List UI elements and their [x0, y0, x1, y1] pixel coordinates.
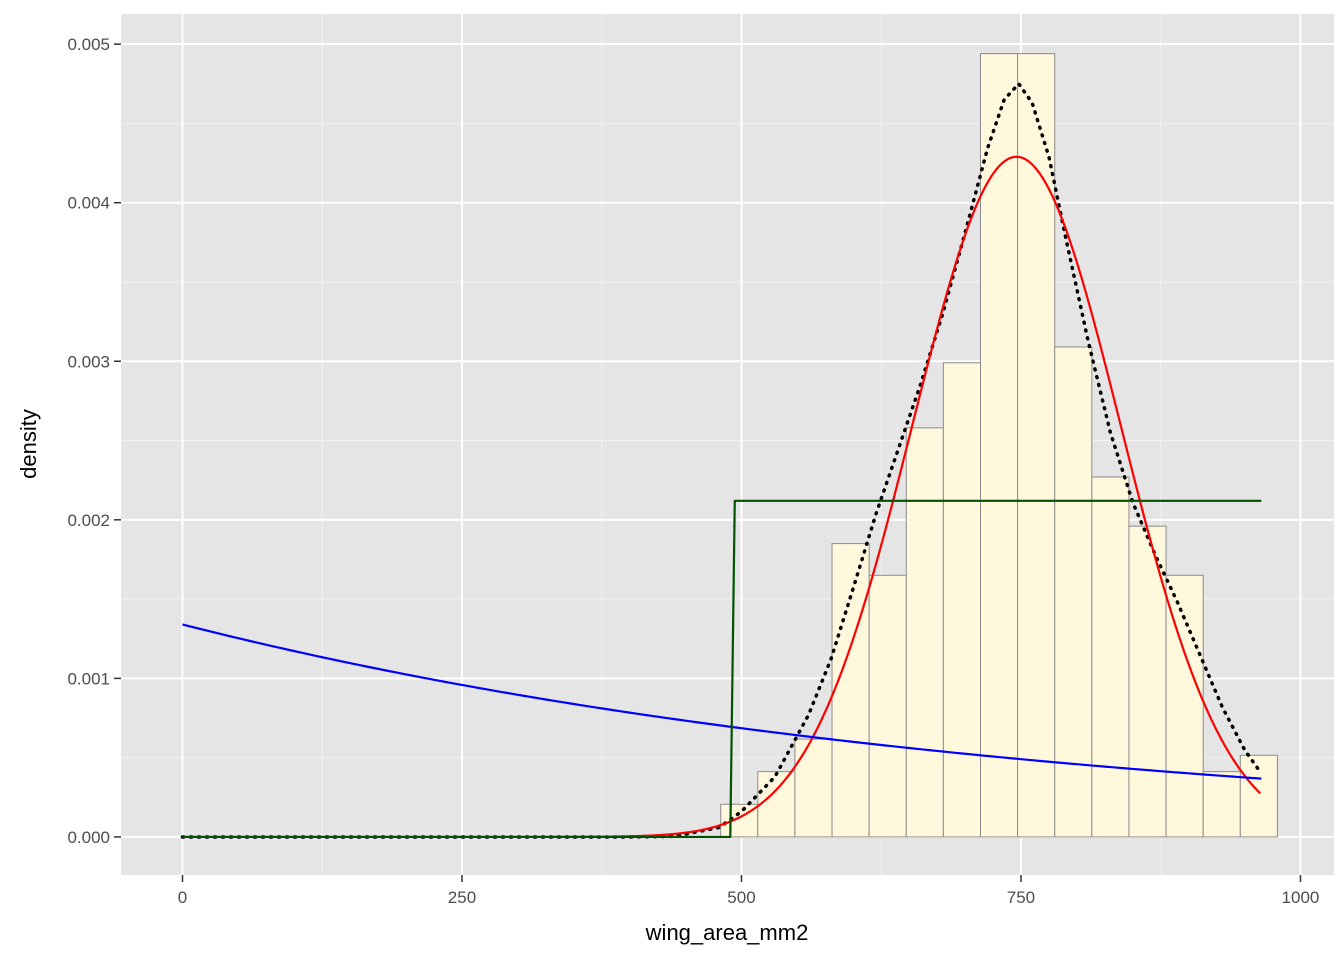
y-axis-title: density — [16, 409, 41, 479]
x-axis-title: wing_area_mm2 — [645, 920, 809, 945]
y-tick-label: 0.000 — [67, 828, 110, 847]
x-tick-label: 500 — [727, 888, 755, 907]
histogram-bar — [1054, 346, 1093, 838]
y-tick-label: 0.003 — [67, 352, 110, 371]
density-curves — [180, 82, 1264, 839]
histogram-bar — [757, 771, 796, 838]
x-tick-label: 1000 — [1282, 888, 1320, 907]
uniform-fit-line — [182, 499, 1262, 839]
y-axis: 0.000 0.001 0.002 0.003 0.004 0.005 — [67, 35, 121, 847]
x-axis: 0 250 500 750 1000 — [178, 875, 1320, 907]
histogram-bar — [1202, 771, 1241, 838]
histogram-bar — [979, 53, 1019, 838]
x-tick-label: 0 — [178, 888, 187, 907]
x-tick-label: 750 — [1007, 888, 1035, 907]
histogram-bar — [831, 543, 870, 838]
exponential-fit-curve — [182, 623, 1262, 780]
histogram-bars — [720, 53, 1278, 838]
x-tick-label: 250 — [448, 888, 476, 907]
histogram-bar — [1017, 53, 1056, 838]
histogram-bar — [905, 427, 944, 838]
y-tick-label: 0.004 — [67, 194, 110, 213]
y-tick-label: 0.002 — [67, 511, 110, 530]
y-tick-label: 0.001 — [67, 669, 110, 688]
y-tick-label: 0.005 — [67, 35, 110, 54]
histogram-bar — [942, 362, 981, 838]
histogram-bar — [868, 574, 907, 838]
histogram-bar — [794, 738, 833, 838]
histogram-bar — [1091, 476, 1130, 838]
